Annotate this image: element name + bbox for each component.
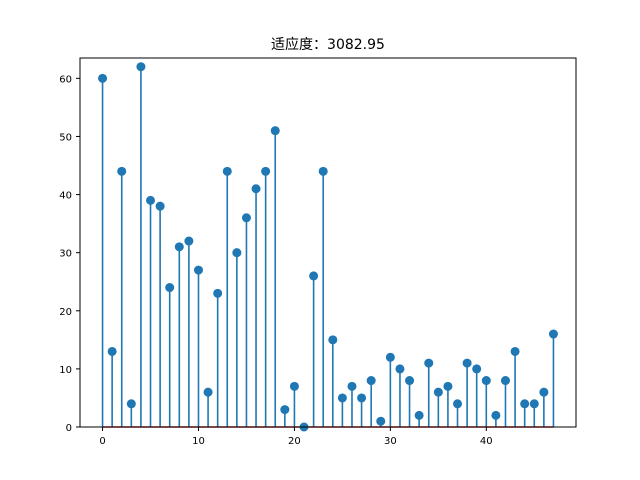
y-tick-label: 10 (59, 365, 72, 376)
stem-marker (453, 399, 463, 409)
stem-marker (548, 329, 558, 339)
stem-marker (385, 352, 395, 362)
stem-marker (462, 358, 472, 368)
stem-marker (270, 126, 280, 136)
stem-marker (481, 376, 491, 386)
stem-marker (165, 283, 175, 293)
stem-marker (539, 387, 549, 397)
stem-marker (491, 410, 501, 420)
stem-marker (203, 387, 213, 397)
stem-marker (309, 271, 319, 281)
stem-marker (376, 416, 386, 426)
stem-marker (146, 195, 156, 205)
stem-marker (472, 364, 482, 374)
stem-marker (328, 335, 338, 345)
plot-area: 0 10 20 30 40 0 10 20 30 40 50 60 (59, 57, 577, 447)
x-tick-label: 40 (480, 436, 493, 447)
x-tick-label: 30 (384, 436, 397, 447)
stem-marker (136, 62, 146, 72)
stem-marker (395, 364, 405, 374)
stem-marker (232, 248, 242, 258)
stem-marker (318, 166, 328, 176)
y-tick-label: 40 (59, 191, 72, 202)
stem-marker (193, 265, 203, 275)
stem-marker (280, 405, 290, 415)
axes-frame (79, 57, 577, 428)
stem-marker (405, 376, 415, 386)
y-tick-label: 0 (66, 423, 72, 434)
stem-marker (347, 381, 357, 391)
stem-marker (184, 236, 194, 246)
x-tick-label: 0 (99, 436, 105, 447)
stem-marker (174, 242, 184, 252)
stem-marker (366, 376, 376, 386)
stem-marker (337, 393, 347, 403)
stem-marker (126, 399, 136, 409)
y-tick-label: 50 (59, 132, 72, 143)
stem-marker (520, 399, 530, 409)
stem-marker (213, 288, 223, 298)
stem-marker (424, 358, 434, 368)
x-tick-label: 20 (288, 436, 301, 447)
stem-marker (529, 399, 539, 409)
chart-title: 适应度：3082.95 (271, 36, 385, 53)
stem-marker (357, 393, 367, 403)
x-tick-label: 10 (192, 436, 205, 447)
stem-marker (155, 201, 165, 211)
stem-marker (117, 166, 127, 176)
stem-marker (510, 346, 520, 356)
stem-marker (443, 381, 453, 391)
y-tick-label: 30 (59, 249, 72, 260)
y-tick-label: 60 (59, 74, 72, 85)
stem-marker (98, 73, 108, 83)
stem-marker (414, 410, 424, 420)
y-tick-label: 20 (59, 307, 72, 318)
stem-marker (241, 213, 251, 223)
stem-marker (107, 346, 117, 356)
stem-marker (500, 376, 510, 386)
stem-marker (251, 184, 261, 194)
stem-marker (289, 381, 299, 391)
stem-marker (261, 166, 271, 176)
stem-marker (222, 166, 232, 176)
stem-marker (433, 387, 443, 397)
